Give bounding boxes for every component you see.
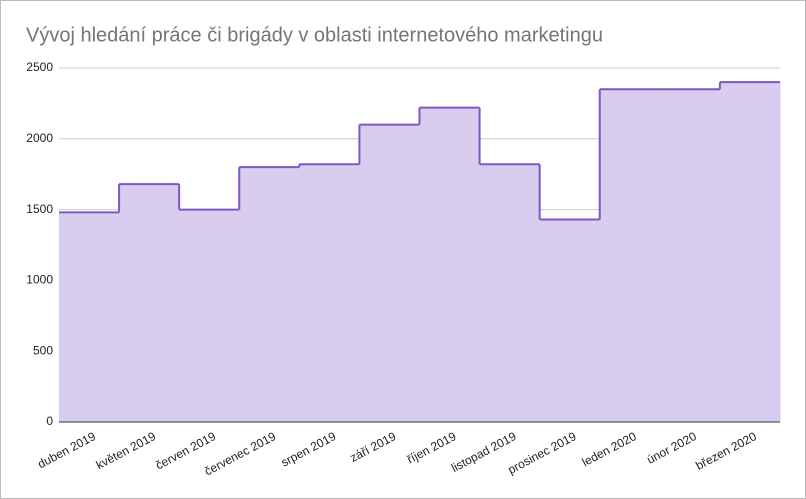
- area-segment: [59, 212, 120, 422]
- area-segment: [299, 164, 360, 422]
- y-tick-label: 1000: [26, 273, 53, 287]
- area-segment: [179, 209, 240, 422]
- area-segment: [719, 82, 781, 422]
- area-segment: [119, 184, 180, 422]
- y-tick-label: 2500: [26, 60, 53, 74]
- area-segment: [539, 219, 601, 422]
- y-tick-label: 0: [46, 414, 53, 428]
- area-segment: [659, 89, 721, 423]
- y-tick-label: 500: [33, 343, 53, 357]
- area-segment: [359, 124, 420, 422]
- area-segment: [419, 107, 481, 422]
- chart-title: Vývoj hledání práce či brigády v oblasti…: [26, 24, 603, 46]
- y-tick-label: 2000: [26, 131, 53, 145]
- area-segment: [239, 167, 300, 422]
- area-segment: [599, 89, 661, 423]
- y-tick-label: 1500: [26, 202, 53, 216]
- area-segment: [479, 164, 541, 422]
